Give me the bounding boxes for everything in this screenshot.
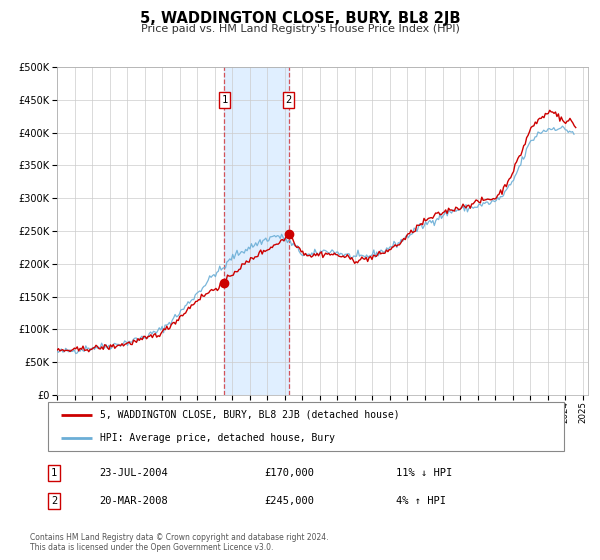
Text: Price paid vs. HM Land Registry's House Price Index (HPI): Price paid vs. HM Land Registry's House … (140, 24, 460, 34)
Text: £170,000: £170,000 (264, 468, 314, 478)
Text: 1: 1 (221, 95, 227, 105)
Text: £245,000: £245,000 (264, 496, 314, 506)
Text: 2: 2 (51, 496, 57, 506)
Text: 1: 1 (51, 468, 57, 478)
Text: HPI: Average price, detached house, Bury: HPI: Average price, detached house, Bury (100, 433, 335, 444)
Text: 2: 2 (286, 95, 292, 105)
FancyBboxPatch shape (48, 402, 564, 451)
Text: Contains HM Land Registry data © Crown copyright and database right 2024.: Contains HM Land Registry data © Crown c… (30, 533, 329, 542)
Text: This data is licensed under the Open Government Licence v3.0.: This data is licensed under the Open Gov… (30, 543, 274, 552)
Text: 20-MAR-2008: 20-MAR-2008 (99, 496, 168, 506)
Text: 11% ↓ HPI: 11% ↓ HPI (396, 468, 452, 478)
Bar (224, 67, 289, 395)
Text: 5, WADDINGTON CLOSE, BURY, BL8 2JB: 5, WADDINGTON CLOSE, BURY, BL8 2JB (140, 11, 460, 26)
Text: 5, WADDINGTON CLOSE, BURY, BL8 2JB (detached house): 5, WADDINGTON CLOSE, BURY, BL8 2JB (deta… (100, 410, 399, 420)
Text: 23-JUL-2004: 23-JUL-2004 (99, 468, 168, 478)
Text: 4% ↑ HPI: 4% ↑ HPI (396, 496, 446, 506)
